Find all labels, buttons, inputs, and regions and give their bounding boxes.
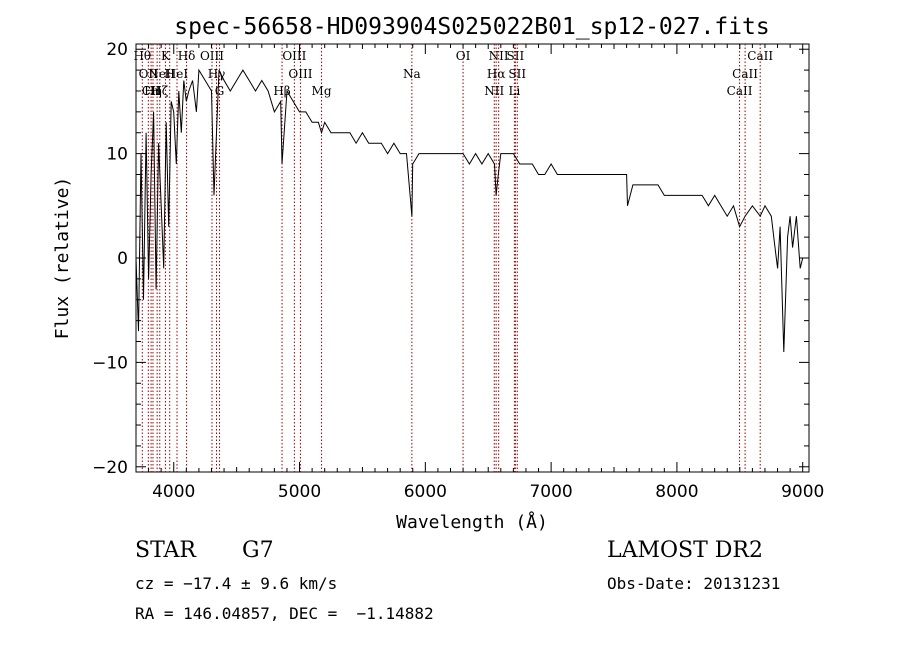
spectral-line-label-6: K: [161, 49, 171, 63]
redshift-velocity: cz = −17.4 ± 9.6 km/s: [135, 574, 338, 593]
x-tick-label-5000: 5000: [278, 482, 321, 502]
spectral-line-label-19: NII: [484, 84, 504, 98]
spectral-line-label-27: CaII: [747, 49, 773, 63]
spectral-line-label-5: Hζ: [151, 84, 168, 98]
chart-title: spec-56658-HD093904S025022B01_sp12-027.f…: [174, 14, 769, 40]
spectral-line-label-7: H: [164, 67, 174, 81]
object-subclass: G7: [242, 538, 274, 563]
x-tick-label-8000: 8000: [655, 482, 698, 502]
spectral-line-label-17: Na: [403, 67, 421, 81]
spectral-line-label-22: Li: [508, 84, 520, 98]
spectral-line-label-23: SII: [507, 49, 525, 63]
spectral-line-label-14: OIII: [282, 49, 306, 63]
y-tick-label--10: −10: [92, 353, 128, 373]
y-tick-label--20: −20: [92, 458, 128, 478]
spectral-line-label-18: OI: [456, 49, 471, 63]
spectral-line-label-1: OII: [139, 67, 159, 81]
plot-frame: [135, 43, 810, 473]
survey-name: LAMOST DR2: [607, 538, 763, 563]
spectrum-series-line: [135, 68, 804, 353]
object-class: STAR: [135, 538, 196, 563]
x-tick-label-9000: 9000: [781, 482, 824, 502]
spectral-line-label-8: HeI: [166, 67, 189, 81]
observation-date: Obs-Date: 20131231: [607, 574, 781, 593]
x-tick-label-7000: 7000: [529, 482, 572, 502]
spectral-line-label-24: SII: [508, 67, 526, 81]
spectral-line-label-11: Hγ: [208, 67, 226, 81]
spectral-line-label-12: G: [215, 84, 225, 98]
spectral-line-label-21: NII: [489, 49, 509, 63]
spectral-line-label-26: CaII: [732, 67, 758, 81]
spectral-line-label-9: Hδ: [178, 49, 196, 63]
x-axis-label: Wavelength (Å): [396, 511, 548, 533]
x-tick-label-6000: 6000: [404, 482, 447, 502]
y-tick-label-10: 10: [106, 145, 128, 165]
spectral-line-label-20: Hα: [487, 67, 506, 81]
y-tick-label-0: 0: [117, 249, 128, 269]
spectral-line-label-16: Mg: [312, 84, 332, 98]
spectral-line-label-3: Hη: [144, 84, 162, 98]
y-tick-label-20: 20: [106, 40, 128, 60]
x-axis: 4000 5000 6000 7000 8000 9000: [135, 44, 824, 502]
x-tick-label-4000: 4000: [152, 482, 195, 502]
spectral-line-label-10: OIII: [200, 49, 224, 63]
y-axis-label: Flux (relative): [52, 177, 73, 340]
spectral-line-label-15: OIII: [288, 67, 312, 81]
spectral-line-label-13: Hβ: [273, 84, 290, 98]
spectral-line-label-0: Hθ: [133, 49, 151, 63]
spectral-line-markers: [141, 44, 761, 472]
spectral-line-label-25: CaII: [727, 84, 753, 98]
y-axis: −20 −10 0 10 20: [92, 40, 809, 478]
spectral-line-label-4: Ne: [148, 67, 166, 81]
spectral-line-label-2: CII: [142, 84, 161, 98]
coordinates: RA = 146.04857, DEC = −1.14882: [135, 604, 434, 623]
